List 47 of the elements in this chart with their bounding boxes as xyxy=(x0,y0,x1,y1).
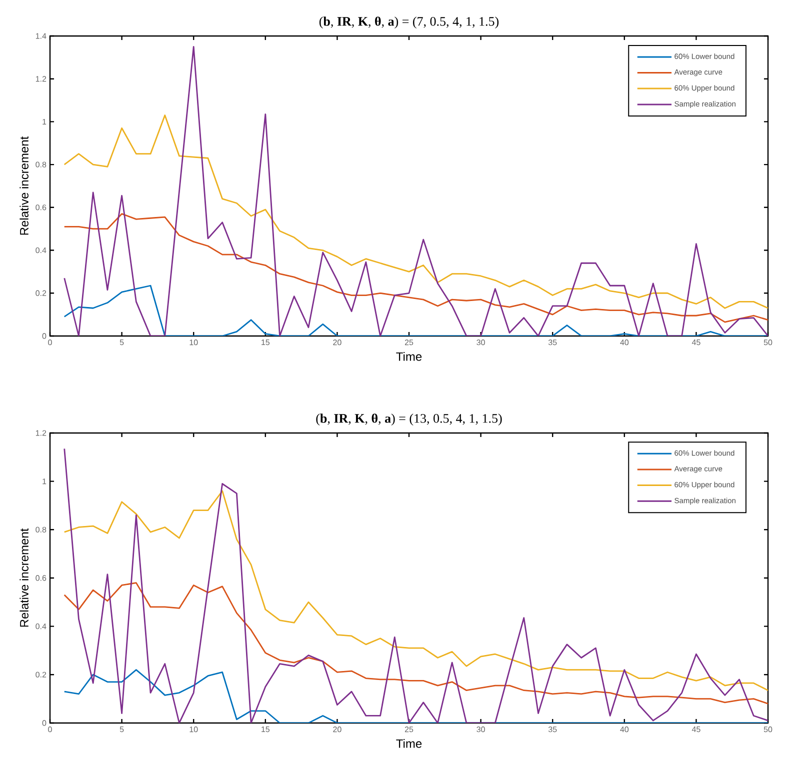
y-tick-label: 0.2 xyxy=(36,290,46,296)
x-tick-label: 0 xyxy=(48,340,52,346)
y-tick-label: 0 xyxy=(42,720,46,726)
x-tick-label: 5 xyxy=(120,340,124,346)
x-tick-label: 50 xyxy=(764,726,772,732)
x-tick-label: 20 xyxy=(333,340,342,346)
y-tick-label: 0.8 xyxy=(36,526,46,532)
x-tick-label: 5 xyxy=(120,726,124,732)
y-tick-label: 0.4 xyxy=(36,623,46,630)
x-tick-label: 30 xyxy=(476,726,485,732)
line-series xyxy=(64,213,768,323)
x-tick-label: 30 xyxy=(476,340,485,346)
line-series xyxy=(64,46,768,336)
x-tick-label: 35 xyxy=(548,726,557,732)
y-axis-title: Relative increment xyxy=(20,528,28,627)
y-tick-label: 0 xyxy=(42,333,46,339)
chart-title: (b, IR, K, θ, a) = (13, 0.5, 4, 1, 1.5) xyxy=(316,414,502,426)
y-tick-label: 1 xyxy=(42,118,46,124)
y-tick-label: 0.8 xyxy=(36,162,46,168)
x-tick-label: 45 xyxy=(692,726,700,732)
x-tick-label: 10 xyxy=(190,340,198,346)
y-tick-label: 0.2 xyxy=(36,672,46,678)
x-tick-label: 40 xyxy=(620,340,629,346)
x-tick-label: 15 xyxy=(262,340,270,346)
line-series xyxy=(64,582,768,704)
y-tick-label: 0.4 xyxy=(36,247,46,254)
x-tick-label: 25 xyxy=(404,340,414,346)
x-axis-title: Time xyxy=(396,739,422,748)
x-tick-label: 20 xyxy=(333,726,342,732)
y-tick-label: 0.6 xyxy=(36,575,46,581)
y-tick-label: 1 xyxy=(42,478,46,484)
x-tick-label: 50 xyxy=(764,340,772,346)
x-tick-label: 15 xyxy=(262,726,270,732)
y-tick-label: 0.6 xyxy=(36,204,46,210)
x-tick-label: 0 xyxy=(48,726,52,732)
y-tick-label: 1.2 xyxy=(36,76,46,82)
x-axis-title: Time xyxy=(396,352,422,361)
y-tick-label: 1.2 xyxy=(36,430,46,436)
y-tick-label: 1.4 xyxy=(36,33,46,39)
x-tick-label: 10 xyxy=(190,726,198,732)
x-tick-label: 25 xyxy=(404,726,414,732)
x-tick-label: 40 xyxy=(620,726,629,732)
x-tick-label: 45 xyxy=(692,340,700,346)
line-series xyxy=(64,114,768,309)
chart-title: (b, IR, K, θ, a) = (7, 0.5, 4, 1, 1.5) xyxy=(319,16,499,28)
y-axis-title: Relative increment xyxy=(20,136,28,235)
x-tick-label: 35 xyxy=(548,340,557,346)
